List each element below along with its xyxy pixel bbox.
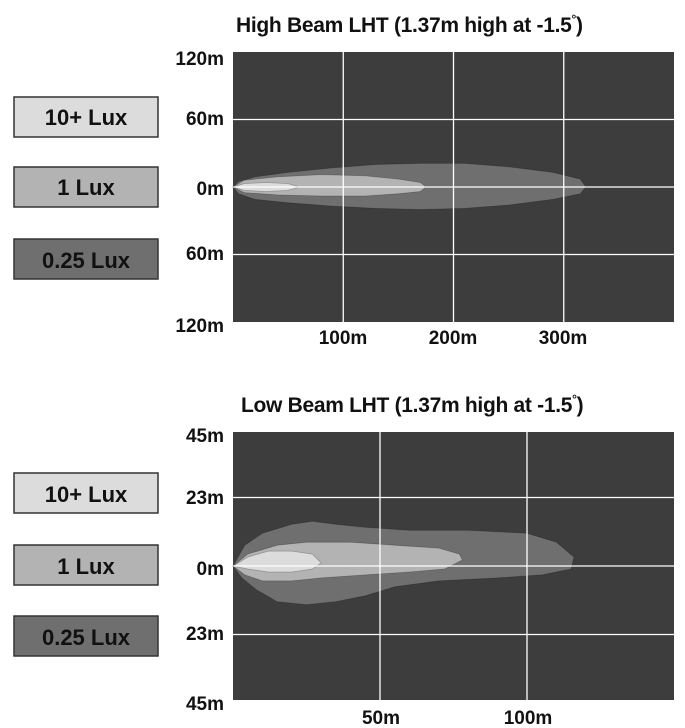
low-beam-grid: [233, 432, 674, 700]
high-beam-y-tick: 120m: [175, 49, 224, 70]
high-beam-legend: 10+ Lux 1 Lux 0.25 Lux: [13, 96, 159, 280]
high-beam-y-tick: 120m: [175, 316, 224, 337]
high-beam-title: High Beam LHT (1.37m high at -1.5°): [236, 12, 583, 37]
high-beam-y-tick: 60m: [186, 109, 224, 130]
low-beam-y-tick: 0m: [197, 559, 224, 580]
low-beam-x-tick: 100m: [504, 708, 553, 728]
legend-swatch-1-lux: [13, 166, 159, 208]
legend-swatch-1-lux: [13, 544, 159, 586]
legend-swatch-10-lux: [13, 472, 159, 514]
low-beam-legend: 10+ Lux 1 Lux 0.25 Lux: [13, 472, 159, 657]
legend-label-025-lux: 0.25 Lux: [42, 248, 131, 273]
legend-swatch-10-lux: [13, 96, 159, 138]
high-beam-y-tick: 60m: [186, 244, 224, 265]
low-beam-y-tick: 23m: [186, 624, 224, 645]
legend-025-lux: 0.25 Lux: [13, 615, 159, 657]
high-beam-x-tick: 200m: [429, 328, 478, 349]
high-beam-chart: High Beam LHT (1.37m high at -1.5°) 120m…: [13, 12, 674, 349]
legend-label-10-lux: 10+ Lux: [45, 105, 128, 130]
high-beam-x-tick: 100m: [319, 328, 368, 349]
legend-1-lux: 1 Lux: [13, 544, 159, 586]
legend-swatch-025-lux: [13, 238, 159, 280]
legend-label-10-lux: 10+ Lux: [45, 482, 128, 507]
legend-10-lux: 10+ Lux: [13, 96, 159, 138]
low-beam-y-tick: 23m: [186, 488, 224, 509]
low-beam-title: Low Beam LHT (1.37m high at -1.5°): [241, 392, 583, 417]
legend-025-lux: 0.25 Lux: [13, 238, 159, 280]
legend-label-1-lux: 1 Lux: [57, 554, 115, 579]
legend-swatch-025-lux: [13, 615, 159, 657]
high-beam-x-tick: 300m: [539, 328, 588, 349]
low-beam-series-layer: [231, 520, 575, 606]
low-beam-y-tick: 45m: [186, 694, 224, 715]
low-beam-x-tick: 50m: [362, 708, 400, 728]
low-beam-y-tick: 45m: [186, 426, 224, 447]
legend-label-1-lux: 1 Lux: [57, 175, 115, 200]
high-beam-y-tick: 0m: [197, 179, 224, 200]
high-beam-grid: [233, 52, 674, 322]
legend-10-lux: 10+ Lux: [13, 472, 159, 514]
legend-1-lux: 1 Lux: [13, 166, 159, 208]
low-beam-contour-10-lux: [231, 550, 322, 573]
low-beam-chart: Low Beam LHT (1.37m high at -1.5°) 45m 2…: [13, 392, 674, 728]
legend-label-025-lux: 0.25 Lux: [42, 625, 131, 650]
